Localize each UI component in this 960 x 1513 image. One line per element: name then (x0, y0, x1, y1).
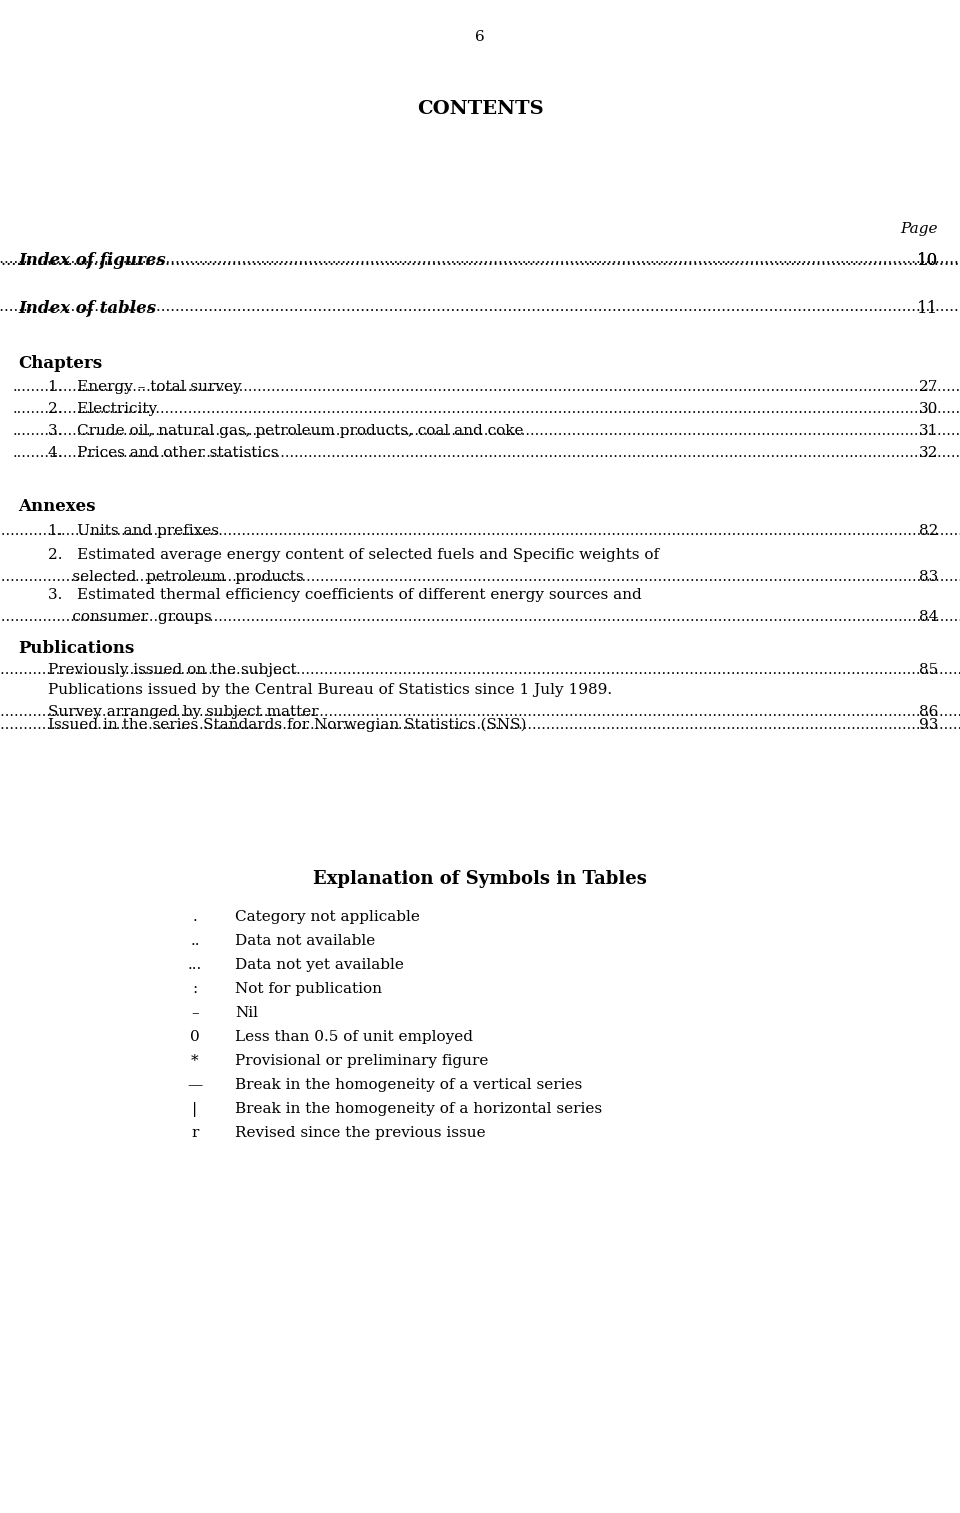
Text: 30: 30 (919, 402, 938, 416)
Text: 2.   Estimated average energy content of selected fuels and Specific weights of: 2. Estimated average energy content of s… (48, 548, 660, 561)
Text: Break in the homogeneity of a vertical series: Break in the homogeneity of a vertical s… (235, 1077, 583, 1092)
Text: r: r (191, 1126, 199, 1139)
Text: 93: 93 (919, 719, 938, 732)
Text: 86: 86 (919, 705, 938, 719)
Text: 1.   Energy – total survey: 1. Energy – total survey (48, 380, 242, 393)
Text: Revised since the previous issue: Revised since the previous issue (235, 1126, 486, 1139)
Text: –: – (191, 1006, 199, 1020)
Text: *: * (191, 1055, 199, 1068)
Text: Chapters: Chapters (18, 356, 102, 372)
Text: Publications: Publications (18, 640, 134, 657)
Text: 27: 27 (919, 380, 938, 393)
Text: ................................................................................: ........................................… (12, 446, 960, 460)
Text: —: — (187, 1077, 203, 1092)
Text: ................................................................................: ........................................… (0, 300, 960, 315)
Text: Survey arranged by subject matter: Survey arranged by subject matter (48, 705, 319, 719)
Text: Explanation of Symbols in Tables: Explanation of Symbols in Tables (313, 870, 647, 888)
Text: Page: Page (900, 222, 938, 236)
Text: Not for publication: Not for publication (235, 982, 382, 996)
Text: 83: 83 (919, 570, 938, 584)
Text: 31: 31 (919, 424, 938, 437)
Text: 1.   Units and prefixes: 1. Units and prefixes (48, 523, 219, 539)
Text: 4.   Prices and other statistics: 4. Prices and other statistics (48, 446, 278, 460)
Text: .: . (193, 909, 198, 924)
Text: Index of tables: Index of tables (18, 300, 156, 318)
Text: Category not applicable: Category not applicable (235, 909, 420, 924)
Text: 3.   Crude oil, natural gas, petroleum products, coal and coke: 3. Crude oil, natural gas, petroleum pro… (48, 424, 523, 437)
Text: ................................................................................: ........................................… (0, 523, 960, 539)
Text: |: | (192, 1101, 198, 1117)
Text: ..: .. (190, 934, 200, 949)
Text: Publications issued by the Central Bureau of Statistics since 1 July 1989.: Publications issued by the Central Burea… (48, 682, 612, 697)
Text: 0: 0 (190, 1030, 200, 1044)
Text: ................................................................................: ........................................… (0, 663, 960, 676)
Text: Issued in the series Standards for Norwegian Statistics (SNS): Issued in the series Standards for Norwe… (48, 719, 526, 732)
Text: selected  petroleum  products: selected petroleum products (48, 570, 303, 584)
Text: Break in the homogeneity of a horizontal series: Break in the homogeneity of a horizontal… (235, 1101, 602, 1117)
Text: 82: 82 (919, 523, 938, 539)
Text: Previously issued on the subject: Previously issued on the subject (48, 663, 297, 676)
Text: 84: 84 (919, 610, 938, 623)
Text: Index of figures: Index of figures (18, 253, 166, 269)
Text: ...: ... (188, 958, 203, 971)
Text: Data not available: Data not available (235, 934, 375, 949)
Text: ................................................................................: ........................................… (0, 253, 960, 269)
Text: consumer  groups: consumer groups (48, 610, 211, 623)
Text: 10: 10 (917, 253, 938, 269)
Text: ................................................................................: ........................................… (0, 719, 960, 732)
Text: Annexes: Annexes (18, 498, 95, 514)
Text: 32: 32 (919, 446, 938, 460)
Text: 10: 10 (917, 253, 938, 269)
Text: :: : (192, 982, 198, 996)
Text: 6: 6 (475, 30, 485, 44)
Text: ................................................................................: ........................................… (12, 402, 960, 416)
Text: ................................................................................: ........................................… (0, 610, 960, 623)
Text: Less than 0.5 of unit employed: Less than 0.5 of unit employed (235, 1030, 473, 1044)
Text: ................................................................................: ........................................… (12, 424, 960, 437)
Text: ................................................................................: ........................................… (0, 253, 960, 266)
Text: ................................................................................: ........................................… (0, 705, 960, 719)
Text: CONTENTS: CONTENTS (417, 100, 543, 118)
Text: 2.   Electricity: 2. Electricity (48, 402, 157, 416)
Text: 3.   Estimated thermal efficiency coefficients of different energy sources and: 3. Estimated thermal efficiency coeffici… (48, 589, 641, 602)
Text: ................................................................................: ........................................… (0, 570, 960, 584)
Text: ................................................................................: ........................................… (12, 380, 960, 393)
Text: Nil: Nil (235, 1006, 258, 1020)
Text: Provisional or preliminary figure: Provisional or preliminary figure (235, 1055, 489, 1068)
Text: Data not yet available: Data not yet available (235, 958, 404, 971)
Text: 85: 85 (919, 663, 938, 676)
Text: 11: 11 (917, 300, 938, 318)
